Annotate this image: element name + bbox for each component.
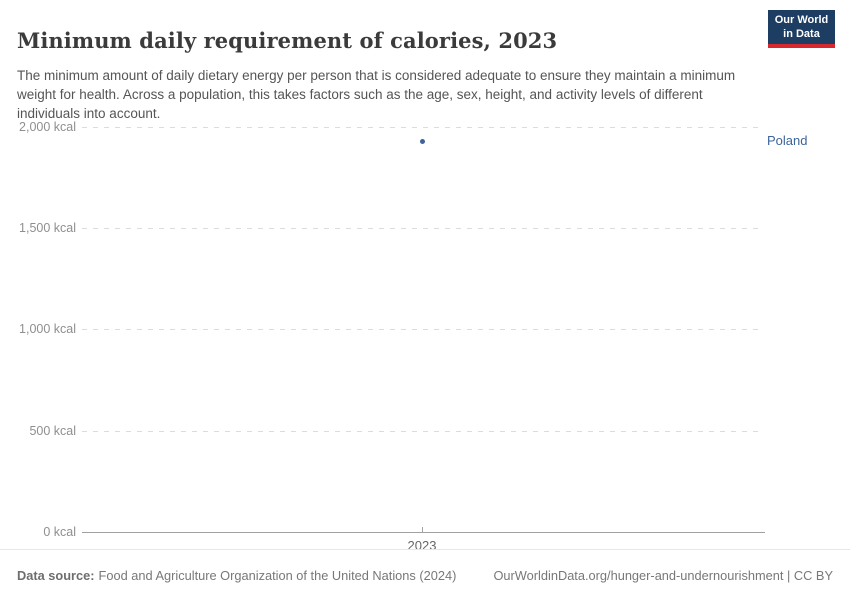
owid-logo-line2: in Data (783, 28, 820, 40)
data-source-value: Food and Agriculture Organization of the… (98, 568, 457, 583)
owid-logo-line1: Our World (774, 13, 829, 26)
owid-url-license-link[interactable]: OurWorldinData.org/hunger-and-undernouri… (493, 568, 833, 583)
ytick-label-2000: 2,000 kcal (19, 120, 76, 134)
gridline-500 (82, 431, 762, 432)
ytick-label-1000: 1,000 kcal (19, 322, 76, 336)
entity-label-poland[interactable]: Poland (767, 133, 808, 148)
x-axis-line (82, 532, 765, 533)
gridline-2000 (82, 127, 762, 128)
data-source-note: Data source: Food and Agriculture Organiz… (17, 568, 456, 583)
x-axis-tick-2023 (422, 527, 423, 532)
chart-footer: Data source: Food and Agriculture Organiz… (17, 568, 833, 583)
ytick-label-1500: 1,500 kcal (19, 221, 76, 235)
chart-subtitle: The minimum amount of daily dietary ener… (17, 67, 736, 121)
data-source-label: Data source: (17, 568, 95, 583)
ytick-label-0: 0 kcal (43, 525, 76, 539)
footer-divider (0, 549, 850, 550)
owid-logo[interactable]: Our World in Data (768, 10, 835, 48)
data-point-poland-2023[interactable] (420, 139, 425, 144)
gridline-1500 (82, 228, 762, 229)
gridline-1000 (82, 329, 762, 330)
page-title: Minimum daily requirement of calories, 2… (17, 28, 558, 54)
ytick-label-500: 500 kcal (29, 424, 76, 438)
xtick-label-2023: 2023 (407, 538, 437, 553)
